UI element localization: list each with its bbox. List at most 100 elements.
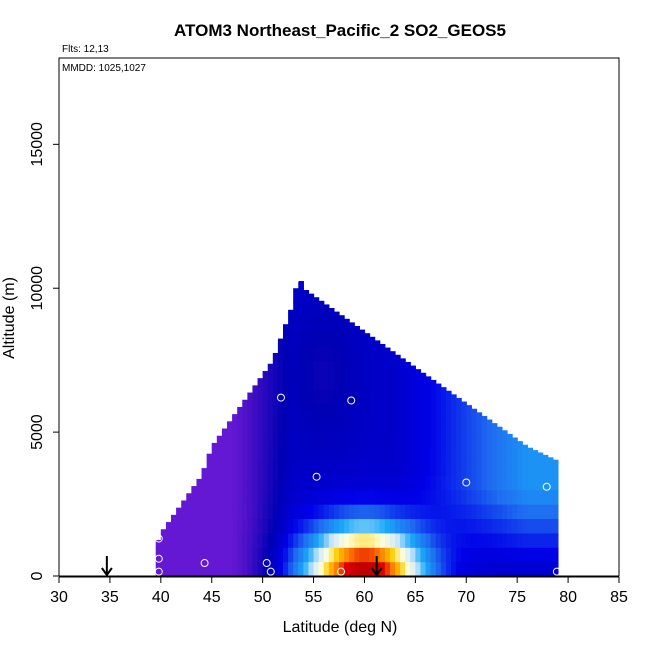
heatmap-cell [445,504,452,520]
heatmap-cell [237,489,243,505]
heatmap-cell [257,388,264,404]
heatmap-cell [359,374,366,390]
heatmap-cell [328,331,335,347]
heatmap-cell [293,345,299,361]
heatmap-cell [354,388,360,404]
heatmap-cell [262,460,269,476]
heatmap-cell [339,360,345,376]
heatmap-cell [532,450,539,462]
heatmap-cell [293,489,299,505]
heatmap-cell [262,504,269,520]
heatmap-cell [527,460,534,476]
heatmap-cell [430,547,437,563]
heatmap-cell [359,446,366,462]
heatmap-cell [476,532,483,548]
heatmap-cell [491,532,498,548]
heatmap-cell [262,489,269,505]
heatmap-cell [201,532,208,548]
heatmap-cell [298,532,304,548]
heatmap-cell [491,432,498,448]
heatmap-cell [425,446,432,462]
heatmap-cell [354,504,360,520]
heatmap-cell [405,489,411,505]
heatmap-cell [232,475,238,491]
heatmap-cell [252,475,259,491]
heatmap-cell [384,446,391,462]
heatmap-cell [415,388,422,404]
heatmap-cell [537,547,544,563]
heatmap-cell [328,518,335,534]
heatmap-cell [542,561,549,577]
heatmap-cell [369,504,376,520]
heatmap-cell [425,532,432,548]
heatmap-cell [435,518,442,534]
heatmap-cell [308,345,315,361]
heatmap-cell [288,504,294,520]
heatmap-cell [339,489,345,505]
heatmap-cell [221,561,228,577]
heatmap-cell [456,489,462,505]
heatmap-cell [384,460,391,476]
heatmap-cell [410,532,416,548]
heatmap-cell [542,489,549,505]
heatmap-cell [308,489,315,505]
heatmap-cell [512,532,518,548]
heatmap-cell [216,489,223,505]
heatmap-cell [201,561,208,577]
heatmap-cell [201,489,208,505]
heatmap-cell [232,489,238,505]
heatmap-cell [277,489,284,505]
heatmap-cell [389,561,396,577]
heatmap-cell [517,475,523,491]
heatmap-cell [303,489,310,505]
heatmap-cell [354,331,360,347]
heatmap-cell [389,460,396,476]
heatmap-cell [430,475,437,491]
y-axis-label: Altitude (m) [1,277,18,359]
heatmap-cell [267,374,274,390]
heatmap-cell [435,417,442,433]
heatmap-cell [232,532,238,548]
heatmap-cell [374,374,381,390]
heatmap-cell [216,518,223,534]
heatmap-cell [461,547,467,563]
heatmap-cell [547,489,554,505]
heatmap-cell [333,518,340,534]
heatmap-cell [313,446,320,462]
heatmap-cell [237,460,243,476]
heatmap-cell [547,475,554,491]
heatmap-cell [349,446,355,462]
sample-point [312,472,321,481]
heatmap-cell [176,507,182,520]
heatmap-cell [374,345,381,361]
heatmap-cell [389,504,396,520]
heatmap-cell [501,489,508,505]
heatmap-cell [303,561,310,577]
heatmap-cell [349,374,355,390]
heatmap-cell [298,388,304,404]
heatmap-cell [339,518,345,534]
heatmap-cell [247,417,254,433]
heatmap-cell [430,561,437,577]
heatmap-cell [374,518,381,534]
heatmap-cell [267,489,274,505]
heatmap-cell [364,547,371,563]
heatmap-cell [232,414,238,419]
heatmap-cell [237,547,243,563]
heatmap-cell [420,561,427,577]
heatmap-cell [420,403,427,419]
heatmap-cell [257,446,264,462]
heatmap-cell [512,504,518,520]
heatmap-cell [262,446,269,462]
heatmap-cell [456,504,462,520]
heatmap-cell [461,432,467,448]
heatmap-cell [369,417,376,433]
heatmap-cell [456,547,462,563]
heatmap-cell [293,417,299,433]
heatmap-cell [257,432,264,448]
heatmap-cell [405,388,411,404]
heatmap-cell [395,475,401,491]
heatmap-cell [395,446,401,462]
heatmap-cell [181,561,187,577]
heatmap-cell [517,441,523,448]
